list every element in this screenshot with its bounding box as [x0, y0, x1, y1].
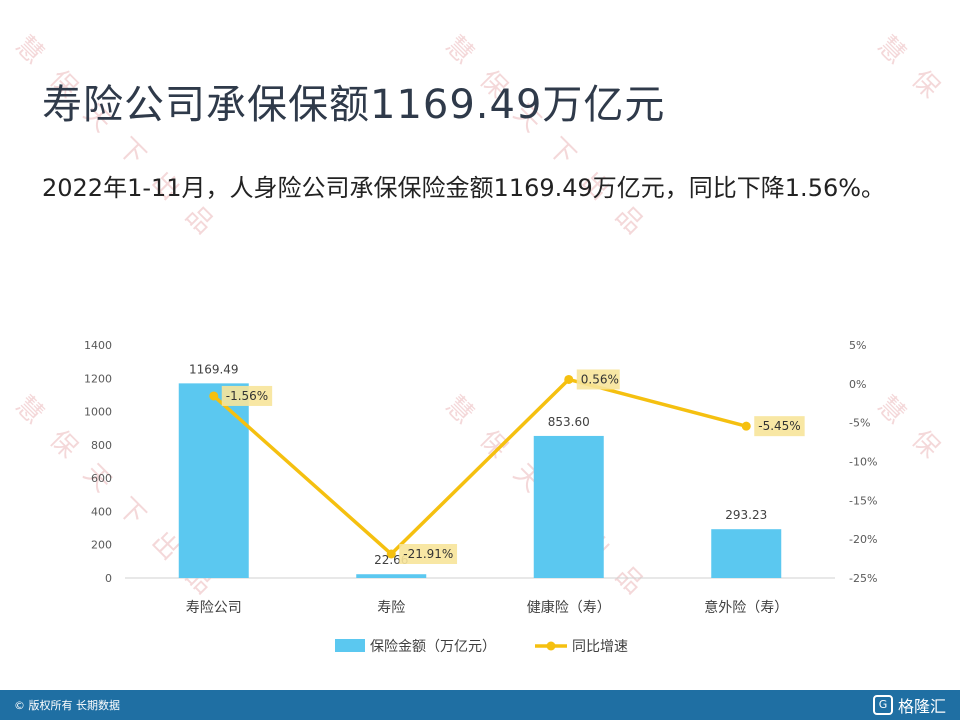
x-category-label: 健康险（寿） — [527, 599, 611, 616]
copyright-text: © 版权所有 长期数据 — [14, 699, 120, 712]
bar-data-label: 853.60 — [548, 415, 590, 429]
footer-bar: © 版权所有 长期数据 G 格隆汇 — [0, 690, 960, 720]
line-point — [386, 549, 396, 559]
y-left-tick-label: 400 — [91, 505, 112, 518]
bar-data-label: 1169.49 — [189, 362, 239, 376]
y-left-tick-label: 0 — [105, 572, 112, 585]
page-subtitle: 2022年1-11月，人身险公司承保保险金额1169.49万亿元，同比下降1.5… — [42, 174, 886, 202]
line-point — [209, 391, 219, 401]
bar-data-label: 293.23 — [725, 508, 767, 522]
y-right-tick-label: -5% — [849, 417, 870, 430]
brand-logo: G 格隆汇 — [872, 694, 946, 716]
y-right-tick-label: 5% — [849, 339, 866, 352]
brand-logo-icon: G — [872, 695, 893, 715]
page-title: 寿险公司承保保额1169.49万亿元 — [42, 82, 666, 128]
bar — [533, 435, 604, 578]
y-left-tick-label: 800 — [91, 439, 112, 452]
y-right-tick-label: 0% — [849, 378, 866, 391]
line-data-label-bg — [576, 369, 620, 390]
line-data-label-bg — [399, 544, 458, 565]
y-right-tick-label: -15% — [849, 494, 877, 507]
line-data-label-bg — [221, 385, 273, 406]
combo-chart: 0 200 400 600 800 1000 1200 1400 -25% -20% -15% -10… — [84, 339, 877, 655]
x-category-label: 寿险 — [377, 599, 405, 616]
y-right-tick-label: -25% — [849, 572, 877, 585]
y-left-tick-label: 1200 — [84, 372, 112, 385]
y-right-tick-label: -10% — [849, 456, 877, 469]
bar — [711, 529, 782, 578]
growth-line — [212, 377, 747, 556]
brand-logo-text: 格隆汇 — [897, 697, 946, 716]
bar — [356, 574, 427, 578]
line-point — [564, 374, 574, 384]
line-data-label: -21.91% — [403, 547, 453, 561]
line-point — [741, 421, 751, 431]
x-category-label: 寿险公司 — [186, 599, 242, 616]
y-left-tick-label: 600 — [91, 472, 112, 485]
y-left-tick-label: 200 — [91, 539, 112, 552]
legend-line-label: 同比增速 — [572, 639, 628, 655]
legend-bar-label: 保险金额（万亿元） — [370, 639, 496, 655]
y-left-tick-label: 1400 — [84, 339, 112, 352]
line-data-label: 0.56% — [581, 372, 619, 386]
line-data-label: -1.56% — [226, 389, 268, 403]
y-left-tick-label: 1000 — [84, 406, 112, 419]
y-right-tick-label: -20% — [849, 533, 877, 546]
bar — [178, 383, 249, 578]
line-data-label: -5.45% — [758, 419, 800, 433]
line-data-label-bg — [754, 416, 805, 437]
legend-bar-swatch — [335, 639, 365, 652]
x-category-label: 意外险（寿） — [704, 599, 788, 616]
legend-line-marker — [546, 641, 556, 651]
